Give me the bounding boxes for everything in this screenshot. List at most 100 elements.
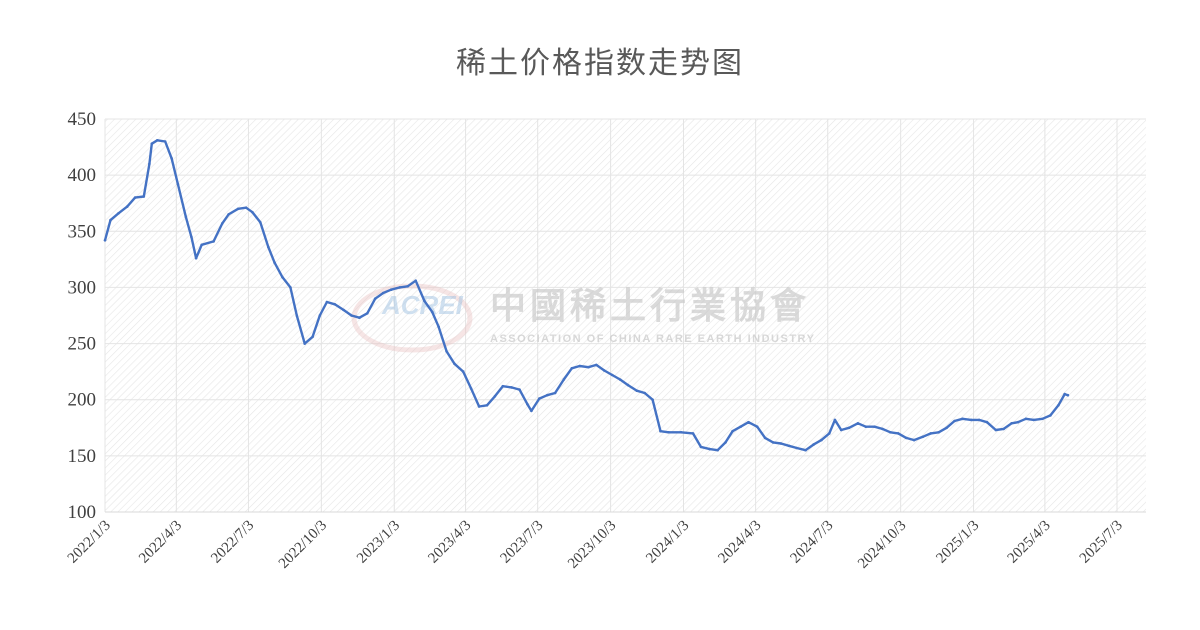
data-point	[626, 383, 630, 387]
data-point	[545, 393, 549, 397]
data-point	[538, 397, 541, 400]
data-point	[553, 391, 557, 395]
data-point	[708, 447, 711, 451]
data-point	[937, 431, 940, 434]
data-point	[109, 218, 112, 222]
data-point	[510, 386, 513, 389]
data-point	[176, 182, 180, 186]
data-point	[618, 378, 622, 381]
data-point	[804, 448, 807, 452]
data-point	[929, 432, 933, 435]
data-point	[889, 431, 892, 434]
data-point	[643, 391, 646, 395]
data-point	[423, 299, 426, 303]
data-point	[969, 418, 973, 422]
gridlines	[104, 118, 1146, 512]
data-point	[133, 196, 137, 199]
y-tick-label: 100	[68, 502, 97, 523]
data-point	[635, 389, 639, 393]
x-tick-label: 2023/7/3	[497, 518, 546, 567]
data-point	[953, 419, 956, 423]
data-point	[445, 350, 448, 353]
data-point	[1002, 427, 1005, 431]
data-point	[651, 398, 654, 402]
data-point	[318, 314, 322, 317]
x-tick-label: 2024/7/3	[788, 518, 837, 567]
data-point	[610, 373, 614, 377]
watermark-org-name-en: ASSOCIATION OF CHINA RARE EARTH INDUSTRY	[490, 333, 815, 345]
data-point	[779, 442, 783, 445]
data-point	[221, 222, 224, 225]
data-point	[961, 417, 964, 421]
x-tick-label: 2022/1/3	[65, 518, 114, 567]
data-point	[200, 243, 203, 247]
data-point	[716, 448, 719, 452]
data-point	[985, 420, 989, 424]
data-point	[1032, 418, 1036, 422]
data-point	[945, 426, 948, 430]
data-point	[873, 425, 876, 429]
data-point	[977, 418, 981, 422]
data-point	[190, 235, 193, 239]
data-point	[795, 446, 799, 450]
data-point	[358, 316, 361, 320]
data-point	[1010, 422, 1013, 425]
x-tick-label: 2022/7/3	[208, 518, 257, 567]
data-point	[281, 276, 284, 279]
data-point	[398, 286, 402, 289]
x-tick-label: 2022/4/3	[136, 518, 185, 567]
data-point	[747, 420, 750, 424]
data-point	[117, 212, 120, 215]
data-point	[691, 432, 695, 435]
data-point	[236, 207, 240, 211]
data-point	[518, 388, 521, 391]
data-point	[562, 378, 566, 381]
data-point	[578, 364, 581, 368]
data-point	[142, 195, 146, 198]
data-point	[724, 441, 727, 444]
data-point	[864, 425, 868, 429]
data-point	[389, 288, 393, 292]
data-point	[994, 428, 998, 432]
data-point	[595, 363, 598, 367]
x-tick-label: 2023/1/3	[354, 518, 403, 567]
x-tick-label: 2024/4/3	[715, 518, 764, 567]
data-point	[366, 312, 369, 315]
data-point	[828, 432, 831, 435]
data-point	[148, 162, 151, 166]
data-point	[150, 142, 154, 145]
y-tick-label: 300	[68, 277, 97, 298]
data-point	[311, 335, 314, 339]
data-point	[453, 362, 456, 366]
x-axis-ticks: 2022/1/3 2022/4/3 2022/7/3 2022/10/3 2023/1/…	[65, 518, 1126, 572]
y-tick-label: 250	[68, 334, 97, 355]
x-tick-label: 2022/10/3	[276, 518, 330, 572]
x-tick-label: 2025/7/3	[1077, 518, 1126, 567]
data-point	[526, 402, 529, 406]
data-point	[812, 443, 815, 446]
data-point	[325, 300, 329, 304]
data-point	[303, 342, 307, 345]
data-point	[570, 367, 574, 370]
data-point	[1041, 417, 1044, 421]
y-tick-label: 450	[68, 109, 97, 130]
data-point	[1066, 393, 1070, 397]
data-point	[125, 205, 129, 208]
data-point	[603, 369, 606, 372]
data-point	[699, 445, 703, 449]
data-point	[881, 427, 884, 431]
data-point	[437, 325, 440, 329]
data-point	[342, 308, 345, 312]
data-point	[501, 384, 505, 388]
data-point	[289, 286, 292, 289]
data-point	[763, 436, 767, 440]
data-point	[787, 444, 791, 448]
data-point	[897, 432, 900, 435]
data-point	[406, 285, 410, 288]
data-point	[350, 314, 353, 317]
data-point	[431, 310, 434, 314]
data-point	[493, 395, 497, 398]
data-point	[659, 429, 662, 433]
y-tick-label: 400	[68, 165, 97, 186]
